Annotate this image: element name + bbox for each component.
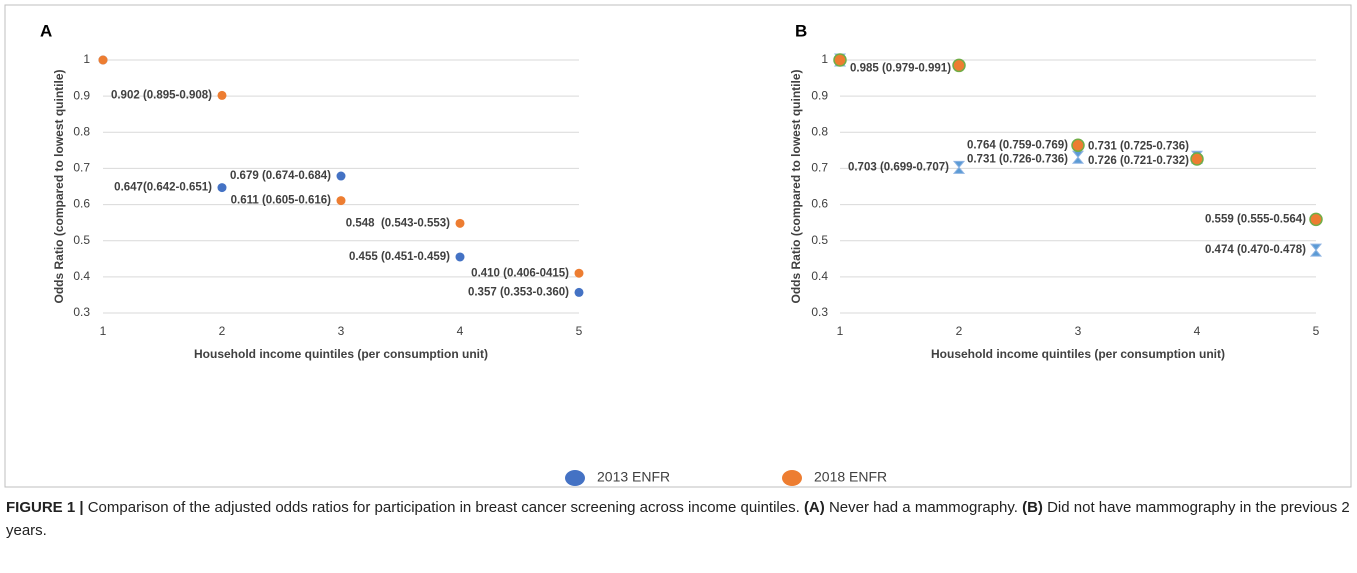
y-tick-label: 0.3: [73, 305, 90, 319]
y-tick-label: 0.8: [73, 124, 90, 138]
y-tick-label: 0.6: [811, 197, 828, 211]
y-tick-label: 0.7: [811, 161, 828, 175]
data-label: 0.559 (0.555-0.564): [1205, 213, 1306, 225]
x-tick-label: 4: [457, 324, 464, 338]
marker: [952, 160, 966, 174]
y-tick-label: 0.3: [811, 305, 828, 319]
y-tick-label: 0.7: [73, 161, 90, 175]
marker: [1071, 150, 1085, 164]
caption: FIGURE 1 | Comparison of the adjusted od…: [6, 496, 1351, 542]
caption-label: FIGURE 1 |: [6, 499, 84, 516]
x-tick-label: 2: [219, 324, 226, 338]
y-tick-label: 0.8: [811, 124, 828, 138]
legend-marker: [565, 470, 585, 486]
y-tick-label: 0.5: [811, 233, 828, 247]
marker: [574, 268, 584, 278]
data-label: 0.985 (0.979-0.991): [850, 62, 951, 74]
legend-label: 2018 ENFR: [814, 469, 887, 485]
marker: [217, 183, 227, 193]
x-tick-label: 3: [1075, 324, 1082, 338]
marker: [336, 171, 346, 181]
y-tick-label: 1: [821, 52, 828, 66]
marker: [336, 196, 346, 206]
marker: [455, 252, 465, 262]
y-axis-title: Odds Ratio (compared to lowest quintile): [789, 69, 803, 303]
caption-a-label: (A): [803, 499, 825, 516]
data-label: 0.611 (0.605-0.616): [231, 195, 332, 207]
x-tick-label: 5: [1313, 324, 1320, 338]
data-label: 0.548 (0.543-0.553): [346, 217, 450, 229]
y-tick-label: 1: [83, 52, 90, 66]
caption-text: Comparison of the adjusted odds ratios f…: [87, 499, 800, 516]
marker: [1309, 243, 1323, 257]
caption-a-text: Never had a mammography.: [828, 499, 1018, 516]
data-label: 0.410 (0.406-0415): [471, 267, 569, 279]
marker: [833, 53, 847, 67]
data-label: 0.902 (0.895-0.908): [111, 89, 212, 101]
y-tick-label: 0.4: [811, 269, 828, 283]
panel-letter: A: [40, 21, 52, 40]
x-axis-title: Household income quintiles (per consumpt…: [931, 347, 1225, 361]
y-tick-label: 0.4: [73, 269, 90, 283]
data-label: 0.647(0.642-0.651): [114, 182, 212, 194]
legend-label: 2013 ENFR: [597, 469, 670, 485]
y-axis-title: Odds Ratio (compared to lowest quintile): [52, 69, 66, 303]
x-tick-label: 2: [956, 324, 963, 338]
y-tick-label: 0.6: [73, 197, 90, 211]
marker: [952, 58, 966, 73]
caption-b-text: Did not have mammography in the previous…: [6, 499, 1350, 539]
figure: A 0.3 0.4 0.5 0.6 0.7 0.8 0.9 1 1 2 3 4 5 Household in…: [4, 4, 1352, 488]
x-axis-title: Household income quintiles (per consumpt…: [194, 347, 488, 361]
data-label: 0.731 (0.725-0.736): [1088, 140, 1189, 152]
data-label: 0.357 (0.353-0.360): [468, 286, 569, 298]
data-label: 0.474 (0.470-0.478): [1205, 244, 1306, 256]
x-tick-label: 5: [576, 324, 583, 338]
x-tick-label: 4: [1194, 324, 1201, 338]
data-label: 0.679 (0.674-0.684): [230, 170, 331, 182]
x-tick-label: 1: [100, 324, 107, 338]
marker: [217, 90, 227, 100]
panel-letter: B: [795, 21, 807, 40]
data-label: 0.731 (0.726-0.736): [967, 153, 1068, 165]
marker: [1071, 138, 1085, 153]
data-label: 0.703 (0.699-0.707): [848, 161, 949, 173]
x-tick-label: 1: [837, 324, 844, 338]
legend-marker: [782, 470, 802, 486]
x-tick-label: 3: [338, 324, 345, 338]
data-label: 0.764 (0.759-0.769): [967, 139, 1068, 151]
y-tick-label: 0.5: [73, 233, 90, 247]
figure-border: [4, 4, 1352, 488]
y-tick-label: 0.9: [811, 88, 828, 102]
marker: [574, 287, 584, 297]
data-label: 0.726 (0.721-0.732): [1088, 155, 1189, 167]
marker: [455, 218, 465, 228]
marker: [1190, 152, 1204, 166]
y-tick-label: 0.9: [73, 88, 90, 102]
caption-b-label: (B): [1022, 499, 1043, 516]
marker: [98, 55, 108, 65]
marker: [1309, 212, 1323, 227]
data-label: 0.455 (0.451-0.459): [349, 251, 450, 263]
